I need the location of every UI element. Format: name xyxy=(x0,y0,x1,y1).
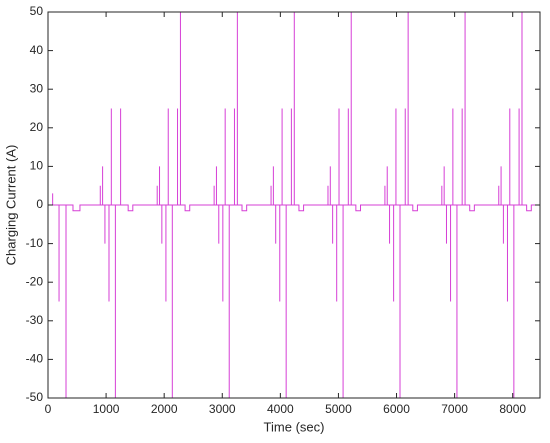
x-axis-label: Time (sec) xyxy=(264,419,325,434)
data-line xyxy=(48,12,540,398)
x-tick-label: 7000 xyxy=(441,402,468,416)
x-tick-label: 4000 xyxy=(267,402,294,416)
y-tick-label: 10 xyxy=(30,159,44,173)
y-tick-label: 20 xyxy=(30,120,44,134)
x-tick-label: 3000 xyxy=(209,402,236,416)
y-axis-label: Charging Current (A) xyxy=(3,145,18,266)
x-tick-label: 6000 xyxy=(383,402,410,416)
y-tick-label: 50 xyxy=(30,4,44,18)
y-tick-label: -10 xyxy=(26,236,44,250)
x-tick-label: 1000 xyxy=(93,402,120,416)
y-tick-label: 0 xyxy=(36,197,43,211)
y-tick-label: 40 xyxy=(30,43,44,57)
x-tick-label: 0 xyxy=(45,402,52,416)
y-tick-label: -30 xyxy=(26,313,44,327)
y-tick-label: 30 xyxy=(30,81,44,95)
y-tick-label: -40 xyxy=(26,352,44,366)
y-tick-label: -20 xyxy=(26,274,44,288)
x-tick-label: 8000 xyxy=(499,402,526,416)
y-tick-label: -50 xyxy=(26,390,44,404)
x-tick-label: 5000 xyxy=(325,402,352,416)
x-tick-label: 2000 xyxy=(151,402,178,416)
